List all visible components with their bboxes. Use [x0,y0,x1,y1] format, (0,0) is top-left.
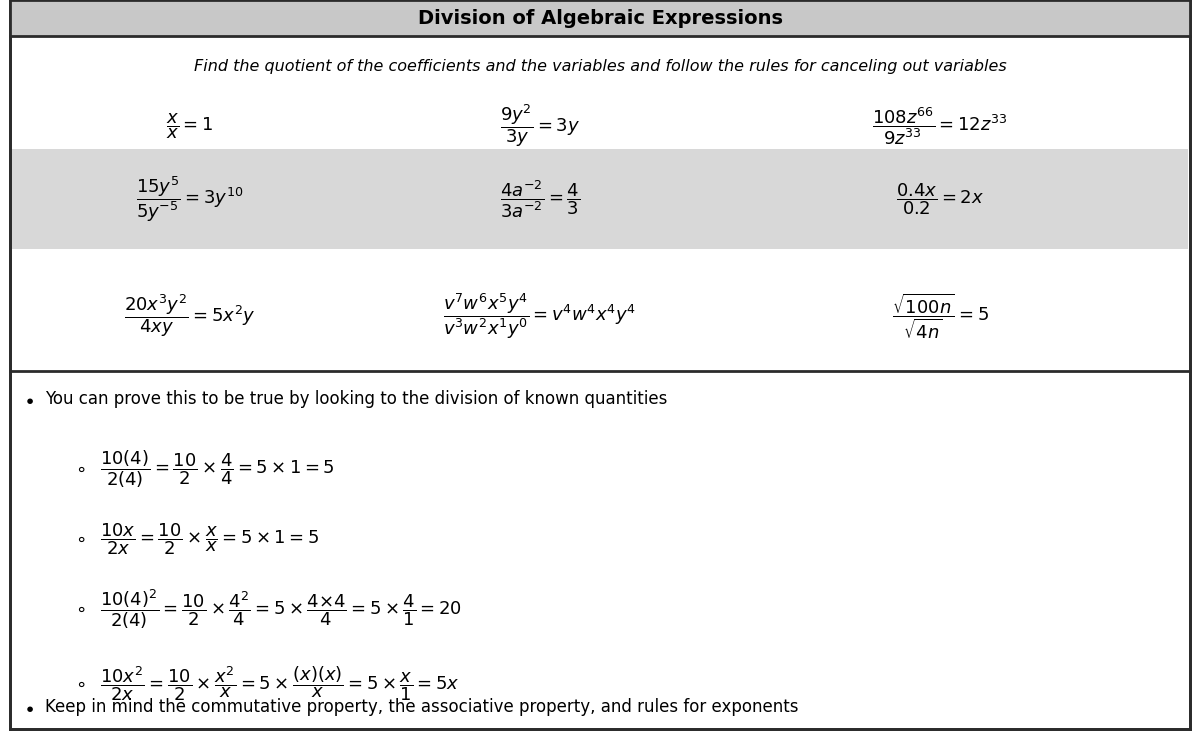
Text: $\dfrac{4a^{-2}}{3a^{-2}} = \dfrac{4}{3}$: $\dfrac{4a^{-2}}{3a^{-2}} = \dfrac{4}{3}… [500,178,580,220]
Text: $\dfrac{108z^{66}}{9z^{33}} = 12z^{33}$: $\dfrac{108z^{66}}{9z^{33}} = 12z^{33}$ [872,105,1008,147]
Text: $\dfrac{10x}{2x} = \dfrac{10}{2} \times \dfrac{x}{x} = 5 \times 1 = 5$: $\dfrac{10x}{2x} = \dfrac{10}{2} \times … [100,521,319,556]
Text: Keep in mind the commutative property, the associative property, and rules for e: Keep in mind the commutative property, t… [46,698,798,716]
Text: $\circ$: $\circ$ [74,530,85,548]
Text: $\dfrac{v^7w^6x^5y^4}{v^3w^2x^1y^0} = v^4w^4x^4y^4$: $\dfrac{v^7w^6x^5y^4}{v^3w^2x^1y^0} = v^… [444,291,636,341]
Text: $\dfrac{x}{x} = 1$: $\dfrac{x}{x} = 1$ [167,111,214,141]
Text: Find the quotient of the coefficients and the variables and follow the rules for: Find the quotient of the coefficients an… [193,58,1007,73]
Text: You can prove this to be true by looking to the division of known quantities: You can prove this to be true by looking… [46,390,667,408]
Text: $\circ$: $\circ$ [74,675,85,693]
Text: $\bullet$: $\bullet$ [23,698,34,717]
Bar [12,149,1188,249]
Text: $\dfrac{9y^2}{3y} = 3y$: $\dfrac{9y^2}{3y} = 3y$ [500,103,580,149]
Text: $\dfrac{0.4x}{0.2} = 2x$: $\dfrac{0.4x}{0.2} = 2x$ [896,181,984,217]
Text: $\circ$: $\circ$ [74,460,85,478]
Text: $\dfrac{10x^2}{2x} = \dfrac{10}{2} \times \dfrac{x^2}{x} = 5 \times \dfrac{(x)(x: $\dfrac{10x^2}{2x} = \dfrac{10}{2} \time… [100,664,460,704]
Text: $\dfrac{10(4)}{2(4)} = \dfrac{10}{2} \times \dfrac{4}{4} = 5 \times 1 = 5$: $\dfrac{10(4)}{2(4)} = \dfrac{10}{2} \ti… [100,448,335,490]
Text: $\circ$: $\circ$ [74,600,85,618]
Text: Division of Algebraic Expressions: Division of Algebraic Expressions [418,9,782,27]
Bar [10,0,1190,36]
Text: $\bullet$: $\bullet$ [23,389,34,409]
Text: $\dfrac{15y^5}{5y^{-5}} = 3y^{10}$: $\dfrac{15y^5}{5y^{-5}} = 3y^{10}$ [137,174,244,224]
Text: $\dfrac{10(4)^2}{2(4)} = \dfrac{10}{2} \times \dfrac{4^2}{4} = 5 \times \dfrac{4: $\dfrac{10(4)^2}{2(4)} = \dfrac{10}{2} \… [100,587,462,631]
Text: $\dfrac{\sqrt{100n}}{\sqrt{4n}} = 5$: $\dfrac{\sqrt{100n}}{\sqrt{4n}} = 5$ [892,291,989,341]
Text: $\dfrac{20x^3y^2}{4xy} = 5x^2y$: $\dfrac{20x^3y^2}{4xy} = 5x^2y$ [125,293,256,339]
